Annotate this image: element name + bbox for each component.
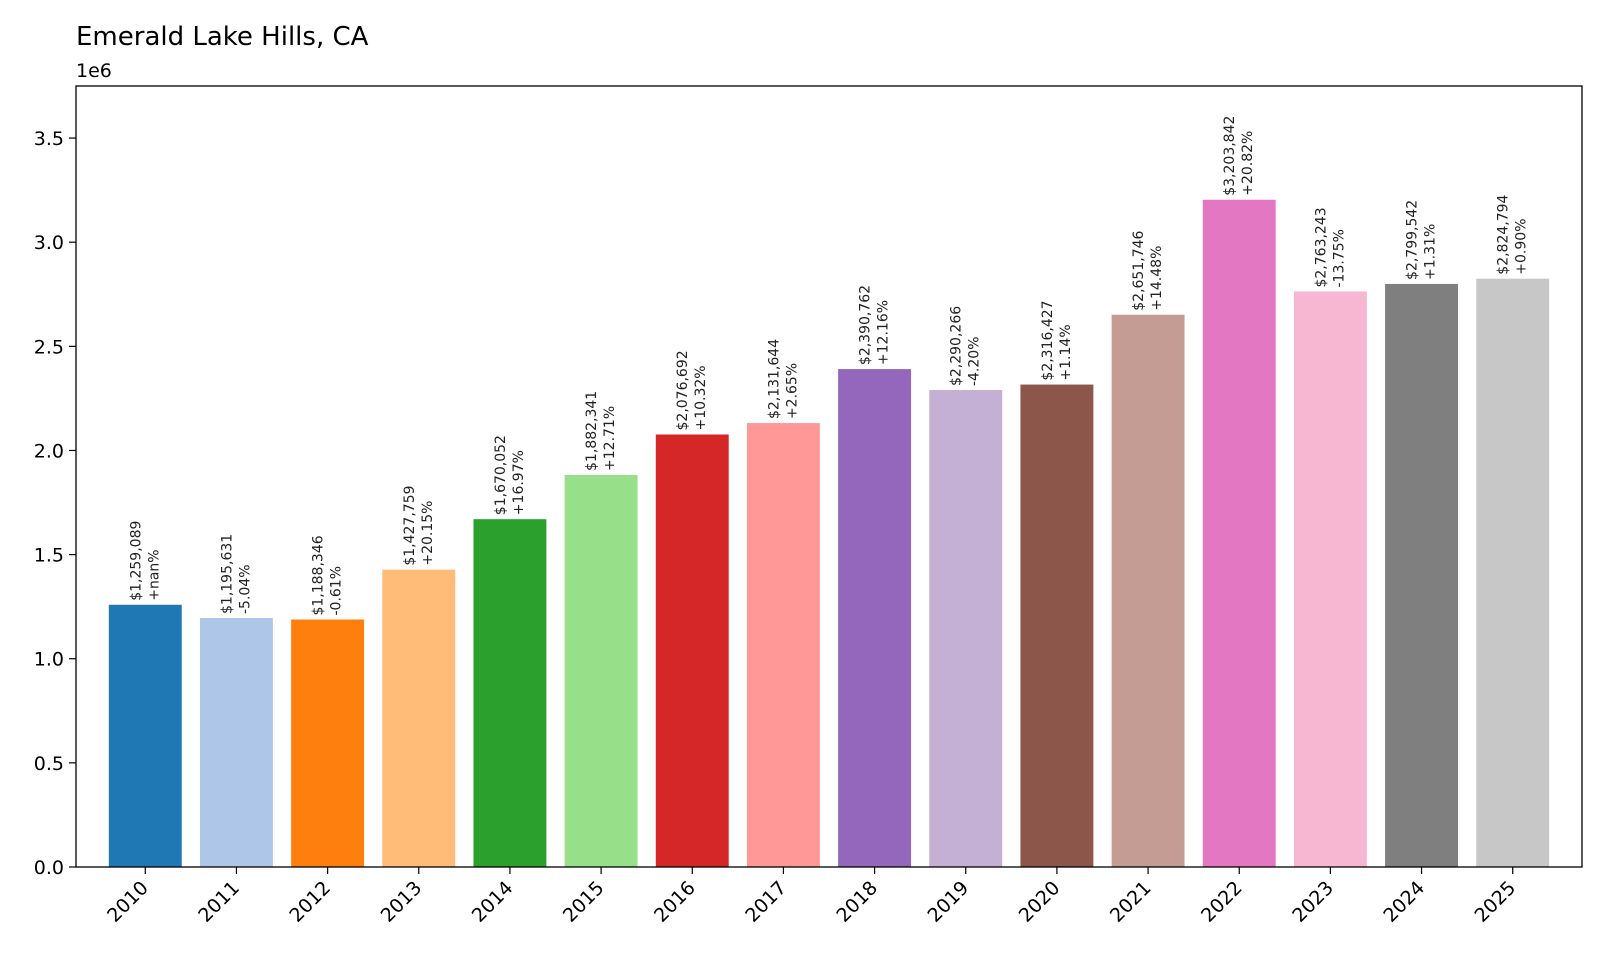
x-tick-label-2013: 2013 <box>377 877 427 927</box>
bar-change-label: -13.75% <box>1331 229 1347 287</box>
bar-2013 <box>382 569 456 867</box>
bar-2023 <box>1293 291 1367 867</box>
bar-labels-layer: $1,259,089 +nan% $1,195,631 -5.04% $1,188,34… <box>128 116 1529 616</box>
x-tick-label-2012: 2012 <box>285 877 335 927</box>
bar-value-label: $1,259,089 <box>128 521 144 601</box>
bar-2016 <box>655 434 729 867</box>
bar-change-label: +1.31% <box>1423 224 1439 280</box>
x-tick-label-2022: 2022 <box>1197 877 1247 927</box>
x-tick-label-2018: 2018 <box>832 877 882 927</box>
x-tick-label-2010: 2010 <box>103 877 153 927</box>
x-tick-label-2014: 2014 <box>468 877 518 927</box>
bar-2015 <box>564 474 638 867</box>
bar-2020 <box>1020 384 1094 867</box>
y-tick-label: 2.0 <box>34 440 64 462</box>
bar-value-label: $3,203,842 <box>1222 116 1238 196</box>
bar-2011 <box>199 617 273 867</box>
bar-change-label: +16.97% <box>511 450 527 515</box>
bar-2012 <box>291 619 365 867</box>
y-tick-label: 3.0 <box>34 232 64 254</box>
y-tick-label: 0.0 <box>34 857 64 879</box>
y-tick-label: 2.5 <box>34 336 64 358</box>
bar-change-label: -4.20% <box>967 336 983 386</box>
x-tick-label-2020: 2020 <box>1015 877 1065 927</box>
x-tick-label-2023: 2023 <box>1288 877 1338 927</box>
bar-value-label: $1,670,052 <box>493 435 509 515</box>
bar-change-label: +12.16% <box>876 300 892 365</box>
bar-value-label: $2,076,692 <box>675 350 691 430</box>
bar-change-label: +10.32% <box>693 365 709 430</box>
bar-change-label: +14.48% <box>1149 246 1165 311</box>
bar-value-label: $2,824,794 <box>1496 194 1512 274</box>
bar-change-label: +20.82% <box>1240 131 1256 196</box>
bar-2019 <box>929 390 1003 867</box>
x-tick-label-2025: 2025 <box>1471 877 1521 927</box>
bar-value-label: $1,882,341 <box>584 391 600 471</box>
y-axis-offset-label: 1e6 <box>76 60 112 82</box>
x-tick-label-2011: 2011 <box>194 877 244 927</box>
x-tick-label-2021: 2021 <box>1106 877 1156 927</box>
y-tick-label: 3.5 <box>34 128 64 150</box>
bar-2022 <box>1202 199 1276 867</box>
bar-2014 <box>473 519 547 867</box>
bar-change-label: +2.65% <box>784 363 800 419</box>
x-tick-label-2015: 2015 <box>559 877 609 927</box>
x-tick-label-2019: 2019 <box>924 877 974 927</box>
bar-2017 <box>746 423 820 867</box>
bar-value-label: $1,188,346 <box>311 535 327 615</box>
y-tick-label: 0.5 <box>34 753 64 775</box>
bar-2024 <box>1385 283 1459 867</box>
bar-2021 <box>1111 314 1185 867</box>
y-tick-label: 1.5 <box>34 545 64 567</box>
bars-layer <box>108 199 1550 867</box>
x-tick-label-2016: 2016 <box>650 877 700 927</box>
bar-value-label: $2,131,644 <box>766 339 782 419</box>
bar-value-label: $2,799,542 <box>1405 200 1421 280</box>
bar-2018 <box>838 369 912 867</box>
bar-value-label: $2,316,427 <box>1040 300 1056 380</box>
bar-change-label: -5.04% <box>237 564 253 614</box>
bar-2010 <box>108 604 182 867</box>
bar-value-label: $2,651,746 <box>1131 230 1147 310</box>
bar-change-label: +nan% <box>146 549 162 600</box>
bar-value-label: $2,390,762 <box>858 285 874 365</box>
bar-value-label: $1,195,631 <box>219 534 235 614</box>
bar-value-label: $2,763,243 <box>1313 207 1329 287</box>
bar-value-label: $2,290,266 <box>949 306 965 386</box>
chart-title: Emerald Lake Hills, CA <box>76 22 369 52</box>
x-tick-label-2024: 2024 <box>1379 877 1429 927</box>
bar-change-label: -0.61% <box>329 566 345 616</box>
y-tick-label: 1.0 <box>34 649 64 671</box>
bar-change-label: +1.14% <box>1058 324 1074 380</box>
bar-value-label: $1,427,759 <box>402 485 418 565</box>
plot-frame <box>75 85 1583 868</box>
bar-2025 <box>1476 278 1550 867</box>
bar-change-label: +0.90% <box>1514 218 1530 274</box>
bar-change-label: +20.15% <box>420 501 436 566</box>
bar-change-label: +12.71% <box>602 406 618 471</box>
x-tick-label-2017: 2017 <box>741 877 791 927</box>
